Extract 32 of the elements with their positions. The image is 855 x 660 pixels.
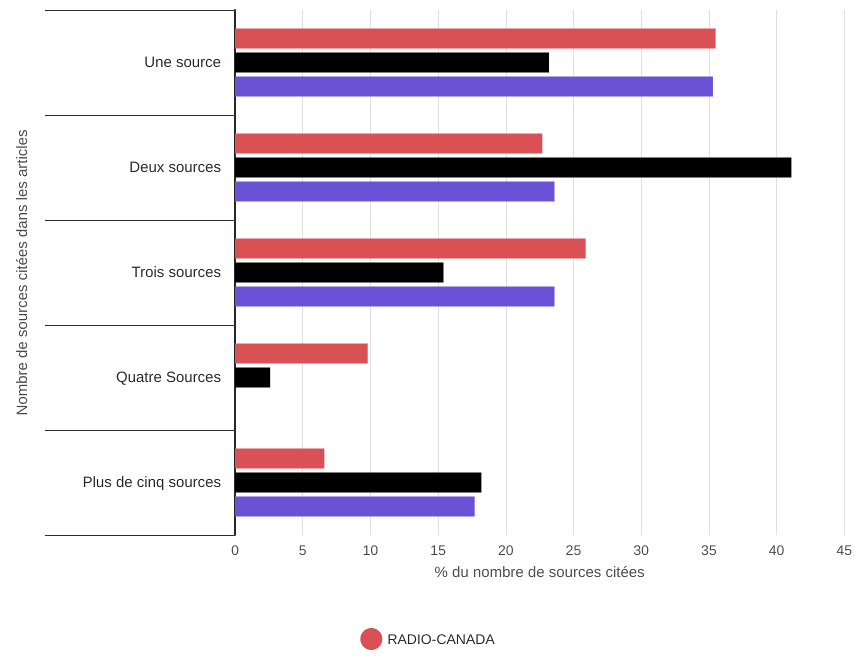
bar [235, 158, 792, 178]
bar [235, 448, 324, 468]
y-tick-label: Deux sources [129, 159, 221, 176]
x-tick-label: 10 [362, 542, 378, 558]
y-tick-label: Quatre Sources [116, 369, 221, 386]
bar [235, 182, 554, 202]
x-tick-label: 5 [298, 542, 307, 558]
x-tick-label: 15 [430, 542, 446, 558]
legend-label: RADIO-CANADA [387, 631, 496, 647]
bar [235, 238, 586, 258]
y-axis-title: Nombre de sources citées dans les articles [14, 130, 31, 416]
x-tick-label: 0 [231, 542, 240, 558]
bar [235, 52, 550, 72]
bar [235, 28, 716, 48]
bar [235, 344, 368, 364]
x-tick-label: 45 [836, 542, 852, 558]
x-axis-title: % du nombre de sources citées [434, 564, 645, 581]
x-tick-label: 20 [498, 542, 514, 558]
y-tick-label: Trois sources [132, 264, 221, 281]
bar [235, 262, 444, 282]
x-tick-label: 25 [566, 542, 582, 558]
bar [235, 496, 475, 516]
bar [235, 368, 270, 388]
x-tick-label: 35 [701, 542, 717, 558]
x-tick-label: 30 [633, 542, 650, 558]
x-tick-label: 40 [768, 542, 785, 558]
bar [235, 472, 482, 492]
bar [235, 134, 542, 154]
y-tick-label: Plus de cinq sources [82, 474, 221, 491]
bar [235, 76, 713, 96]
y-tick-label: Une source [144, 54, 221, 71]
bar [235, 286, 554, 306]
